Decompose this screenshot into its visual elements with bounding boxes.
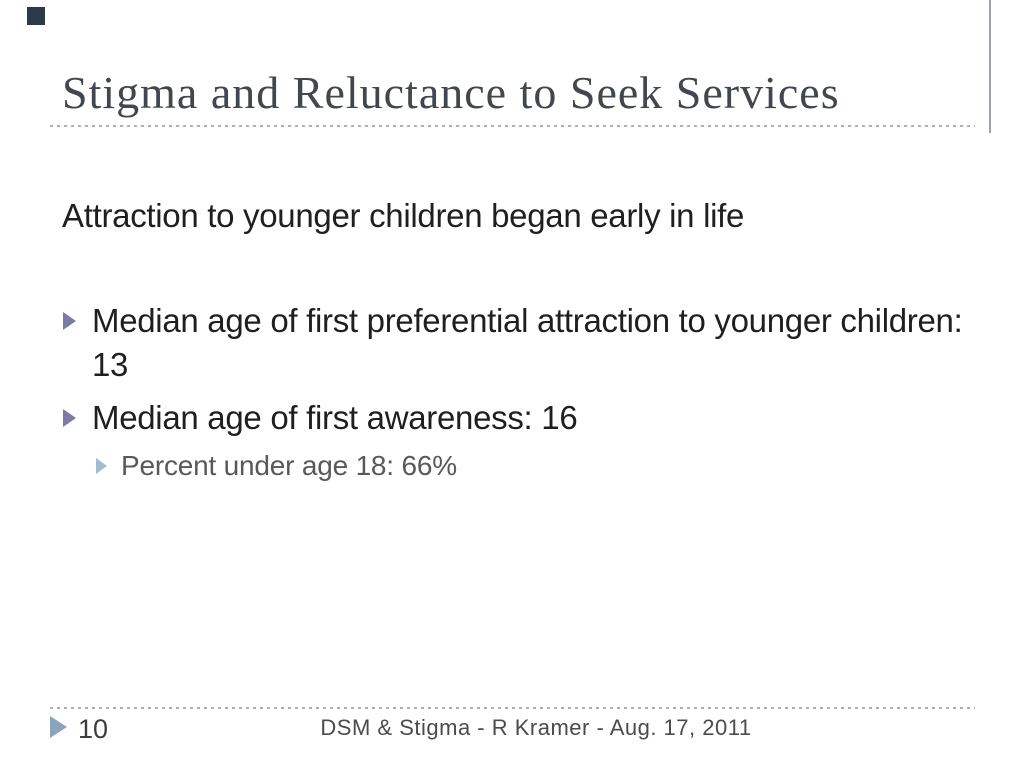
title-divider [50,125,975,127]
page-number: 10 [78,714,109,744]
page-number-triangle-icon [50,716,67,738]
bullet-item: Median age of first awareness: 16 [92,399,578,436]
bullet-right-triangle-icon [63,409,76,427]
intro-text: Attraction to younger children began ear… [62,197,745,234]
slide-title: Stigma and Reluctance to Seek Services [62,67,840,118]
bullet-right-triangle-icon [63,312,76,330]
sub-bullet-item: Percent under age 18: 66% [121,450,457,481]
bullet-item: Median age of first preferential attract… [92,302,963,383]
footer-text: DSM & Stigma - R Kramer - Aug. 17, 2011 [320,715,752,740]
right-rule-decoration [989,0,991,133]
sub-bullet-right-triangle-icon [96,458,107,474]
corner-square-icon [27,7,45,25]
footer-divider [50,707,975,709]
